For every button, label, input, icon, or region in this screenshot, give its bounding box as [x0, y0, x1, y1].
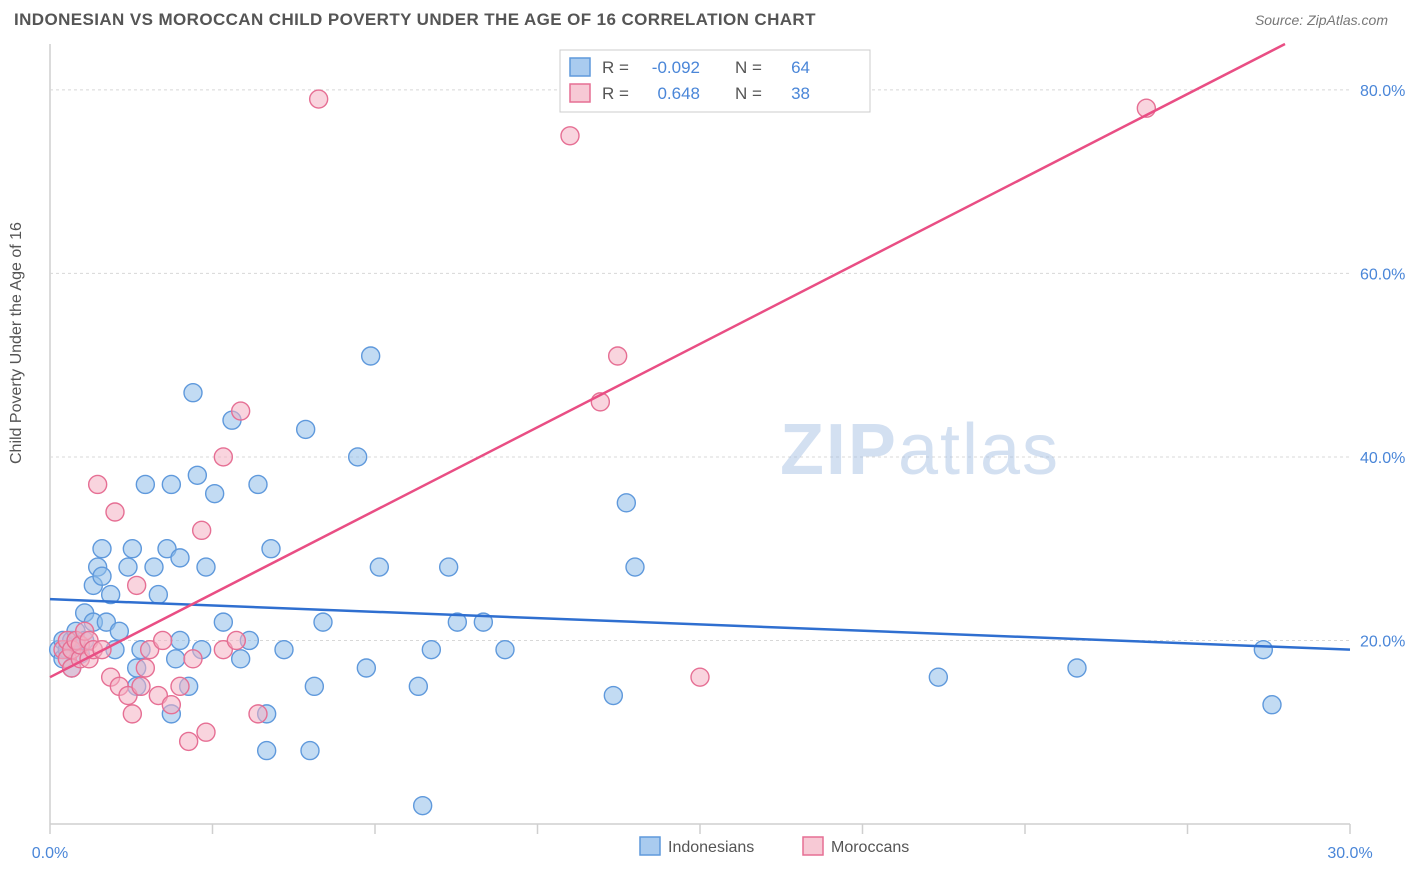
data-point — [106, 503, 124, 521]
data-point — [128, 576, 146, 594]
legend-r-value: -0.092 — [652, 58, 700, 77]
data-point — [357, 659, 375, 677]
legend-swatch — [570, 84, 590, 102]
y-tick-label: 40.0% — [1360, 450, 1405, 467]
source-label: Source: ZipAtlas.com — [1255, 12, 1388, 28]
data-point — [301, 742, 319, 760]
data-point — [1254, 641, 1272, 659]
data-point — [440, 558, 458, 576]
data-point — [1068, 659, 1086, 677]
data-point — [171, 549, 189, 567]
data-point — [1263, 696, 1281, 714]
chart-container: Child Poverty Under the Age of 16 20.0% 4… — [0, 34, 1406, 892]
chart-title: INDONESIAN VS MOROCCAN CHILD POVERTY UND… — [14, 10, 816, 30]
legend-swatch — [570, 58, 590, 76]
data-point — [370, 558, 388, 576]
legend-n-label: N = — [735, 58, 762, 77]
trend-line — [50, 44, 1285, 677]
series-label: Moroccans — [831, 839, 909, 856]
x-tick-label: 30.0% — [1327, 845, 1372, 862]
series-label: Indonesians — [668, 839, 754, 856]
x-tick-label: 0.0% — [32, 845, 68, 862]
data-point — [171, 677, 189, 695]
legend-n-label: N = — [735, 84, 762, 103]
data-point — [184, 384, 202, 402]
data-point — [609, 347, 627, 365]
data-point — [275, 641, 293, 659]
legend-r-value: 0.648 — [657, 84, 700, 103]
data-point — [93, 567, 111, 585]
data-point — [197, 723, 215, 741]
scatter-chart: 20.0% 40.0% 60.0% 80.0% 0.0% 30.0% ZIPatlas R =… — [0, 34, 1406, 892]
data-point — [929, 668, 947, 686]
legend-r-label: R = — [602, 58, 629, 77]
data-point — [162, 475, 180, 493]
data-point — [314, 613, 332, 631]
data-point — [197, 558, 215, 576]
data-point — [123, 705, 141, 723]
data-point — [193, 521, 211, 539]
data-point — [180, 732, 198, 750]
legend-n-value: 64 — [791, 58, 810, 77]
y-axis-label: Child Poverty Under the Age of 16 — [8, 222, 26, 464]
header-bar: INDONESIAN VS MOROCCAN CHILD POVERTY UND… — [0, 0, 1406, 34]
data-point — [496, 641, 514, 659]
data-point — [214, 448, 232, 466]
data-point — [617, 494, 635, 512]
series-swatch — [803, 837, 823, 855]
series-swatch — [640, 837, 660, 855]
data-point — [162, 696, 180, 714]
data-point — [626, 558, 644, 576]
data-point — [136, 475, 154, 493]
watermark: ZIPatlas — [780, 410, 1060, 490]
data-point — [422, 641, 440, 659]
data-point — [184, 650, 202, 668]
data-point — [414, 797, 432, 815]
data-point — [604, 687, 622, 705]
data-point — [149, 586, 167, 604]
data-point — [249, 705, 267, 723]
data-point — [206, 485, 224, 503]
y-tick-label: 60.0% — [1360, 266, 1405, 283]
data-point — [119, 558, 137, 576]
data-point — [227, 631, 245, 649]
y-tick-label: 80.0% — [1360, 83, 1405, 100]
data-point — [188, 466, 206, 484]
data-point — [262, 540, 280, 558]
data-point — [136, 659, 154, 677]
data-point — [232, 650, 250, 668]
data-point — [310, 90, 328, 108]
data-point — [691, 668, 709, 686]
data-point — [232, 402, 250, 420]
data-point — [249, 475, 267, 493]
data-point — [167, 650, 185, 668]
data-point — [154, 631, 172, 649]
legend-r-label: R = — [602, 84, 629, 103]
data-point — [258, 742, 276, 760]
data-point — [349, 448, 367, 466]
data-point — [132, 677, 150, 695]
data-point — [409, 677, 427, 695]
data-point — [89, 475, 107, 493]
data-point — [362, 347, 380, 365]
data-point — [171, 631, 189, 649]
legend-n-value: 38 — [791, 84, 810, 103]
data-point — [93, 540, 111, 558]
y-tick-label: 20.0% — [1360, 633, 1405, 650]
data-point — [145, 558, 163, 576]
data-point — [214, 613, 232, 631]
data-point — [123, 540, 141, 558]
data-point — [297, 420, 315, 438]
data-point — [561, 127, 579, 145]
data-point — [305, 677, 323, 695]
